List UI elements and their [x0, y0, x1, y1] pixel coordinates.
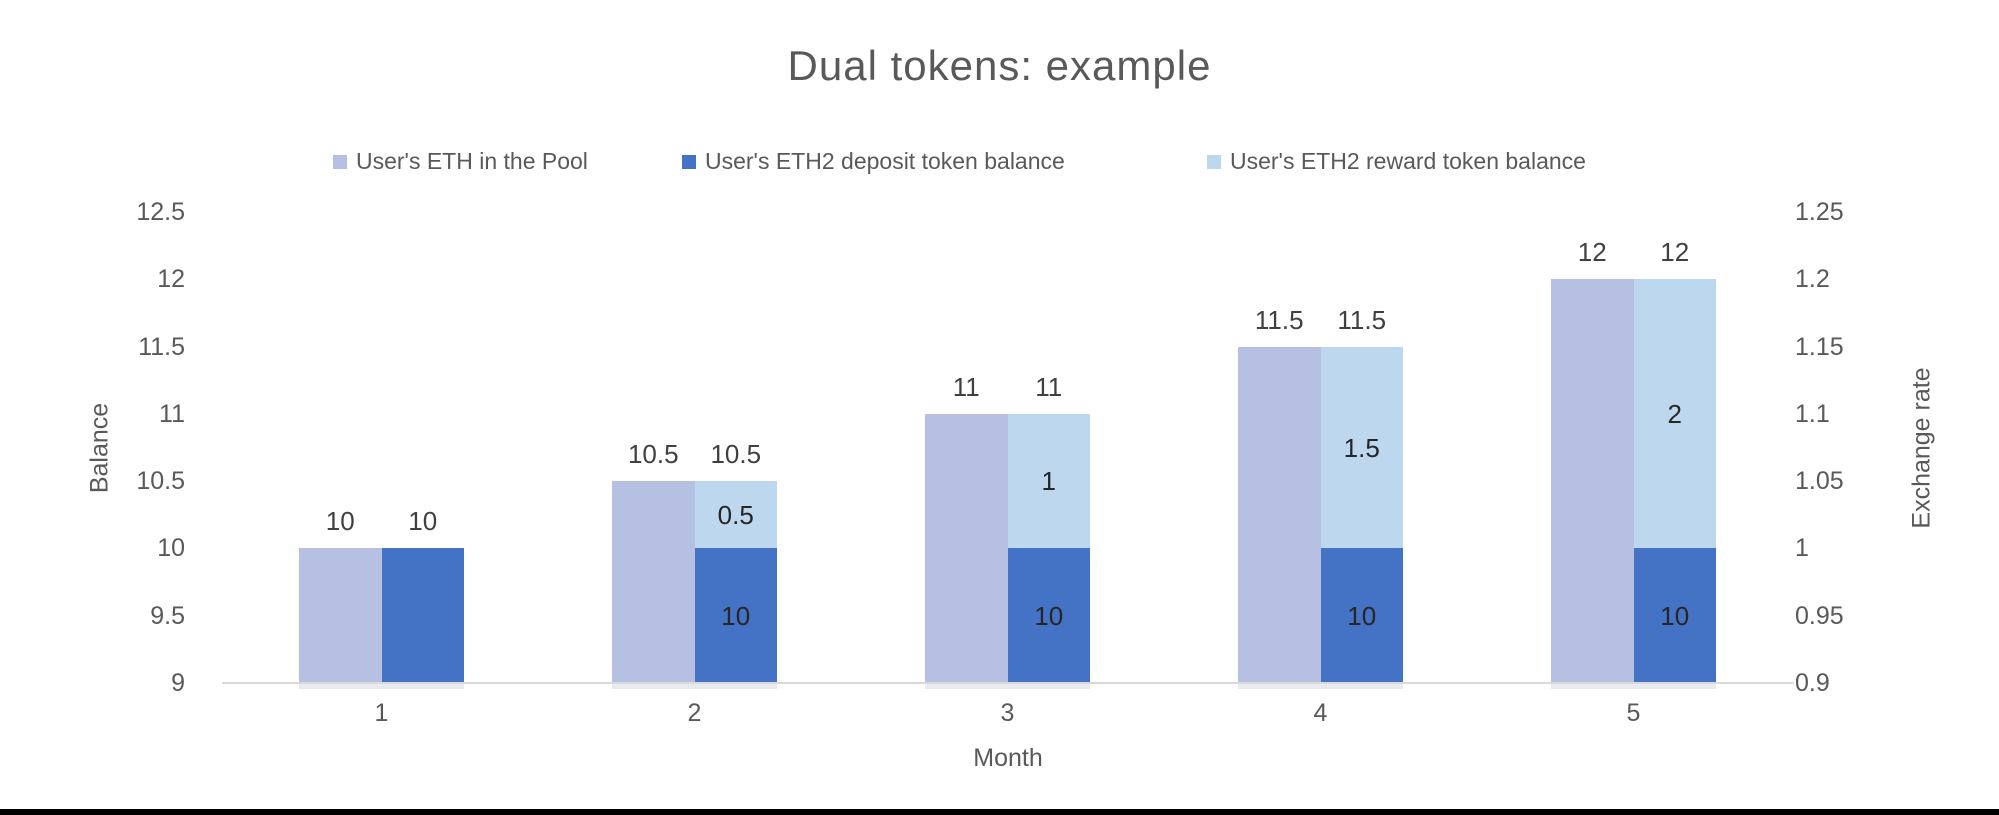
pool-bar-month-1	[299, 548, 382, 683]
x-axis-title: Month	[973, 744, 1043, 772]
y-axis-tick-left: 10.5	[136, 467, 185, 496]
x-axis-line	[222, 682, 1794, 684]
pool-value-label-month-2: 10.5	[627, 439, 679, 470]
legend-swatch-reward-token-icon	[1207, 154, 1221, 169]
y-axis-tick-right: 1.2	[1795, 265, 1830, 294]
y-axis-tick-left: 9.5	[150, 601, 185, 630]
deposit-segment-label-month-3: 10	[1034, 600, 1064, 631]
y-axis-tick-right: 1.15	[1795, 332, 1844, 361]
deposit-segment-label-month-2: 10	[721, 600, 751, 631]
pool-bar-month-2	[612, 481, 695, 683]
y-axis-tick-left: 12.5	[136, 198, 185, 226]
reward-segment-label-month-3: 1	[1041, 466, 1056, 497]
total-value-label-month-4: 11.5	[1337, 304, 1387, 335]
y-axis-tick-left: 11	[159, 399, 185, 428]
reward-bar-month-3	[1007, 413, 1090, 549]
reward-bar-month-5	[1633, 279, 1716, 549]
legend-label-deposit-token: User's ETH2 deposit token balance	[705, 148, 1065, 174]
y-axis-tick-right: 1.05	[1795, 467, 1844, 496]
y-axis-tick-right: 0.9	[1795, 669, 1830, 697]
bar-shadow	[1238, 684, 1403, 689]
reward-bar-month-2	[694, 481, 777, 549]
deposit-segment-label-month-5: 10	[1660, 600, 1690, 631]
deposit-bar-month-5	[1633, 548, 1716, 683]
deposit-bar-month-1	[381, 548, 464, 683]
x-axis-tick-month-3: 3	[1000, 699, 1015, 727]
x-axis-tick-month-5: 5	[1626, 699, 1641, 727]
legend-label-reward-token: User's ETH2 reward token balance	[1230, 148, 1586, 174]
bar-shadow	[612, 684, 777, 689]
x-axis-tick-month-1: 1	[374, 699, 389, 727]
bar-shadow	[1551, 684, 1716, 689]
x-axis-tick-month-2: 2	[687, 699, 702, 727]
deposit-segment-label-month-4: 10	[1347, 600, 1377, 631]
pool-bar-month-3	[925, 413, 1008, 683]
y-axis-tick-right: 0.95	[1795, 601, 1844, 630]
pool-value-label-month-1: 10	[325, 506, 355, 537]
bottom-border-bar	[0, 809, 1999, 815]
bar-shadow	[925, 684, 1090, 689]
deposit-bar-month-4	[1320, 548, 1403, 683]
pool-value-label-month-5: 12	[1577, 237, 1607, 268]
legend-item-deposit-token: User's ETH2 deposit token balance	[682, 148, 1065, 175]
total-value-label-month-2: 10.5	[710, 439, 762, 470]
y-axis-tick-left: 11.5	[138, 332, 185, 361]
pool-value-label-month-3: 11	[952, 371, 980, 402]
legend-item-eth-in-pool: User's ETH in the Pool	[333, 148, 588, 175]
legend-label-eth-in-pool: User's ETH in the Pool	[356, 148, 588, 174]
pool-bar-month-4	[1238, 346, 1321, 683]
reward-segment-label-month-5: 2	[1667, 398, 1682, 429]
bar-shadow	[299, 684, 464, 689]
y-axis-tick-right: 1	[1795, 534, 1809, 563]
legend-swatch-deposit-token-icon	[682, 154, 696, 169]
pool-bar-month-5	[1551, 279, 1634, 683]
reward-segment-label-month-4: 1.5	[1343, 432, 1380, 463]
deposit-bar-month-3	[1007, 548, 1090, 683]
y-axis-tick-right: 1.25	[1795, 198, 1844, 226]
pool-value-label-month-4: 11.5	[1254, 304, 1304, 335]
total-value-label-month-5: 12	[1660, 237, 1690, 268]
legend-item-reward-token: User's ETH2 reward token balance	[1207, 148, 1586, 175]
y-axis-tick-left: 10	[157, 534, 185, 563]
legend-swatch-eth-in-pool-icon	[333, 154, 347, 169]
x-axis-tick-month-4: 4	[1313, 699, 1328, 727]
y-axis-tick-left: 12	[157, 265, 185, 294]
reward-segment-label-month-2: 0.5	[717, 499, 754, 530]
total-value-label-month-3: 11	[1035, 371, 1063, 402]
deposit-bar-month-2	[694, 548, 777, 683]
chart-title: Dual tokens: example	[787, 42, 1212, 89]
total-value-label-month-1: 10	[408, 506, 438, 537]
y-axis-tick-right: 1.1	[1795, 399, 1830, 428]
reward-bar-month-4	[1320, 346, 1403, 549]
y-axis-tick-left: 9	[171, 669, 185, 697]
